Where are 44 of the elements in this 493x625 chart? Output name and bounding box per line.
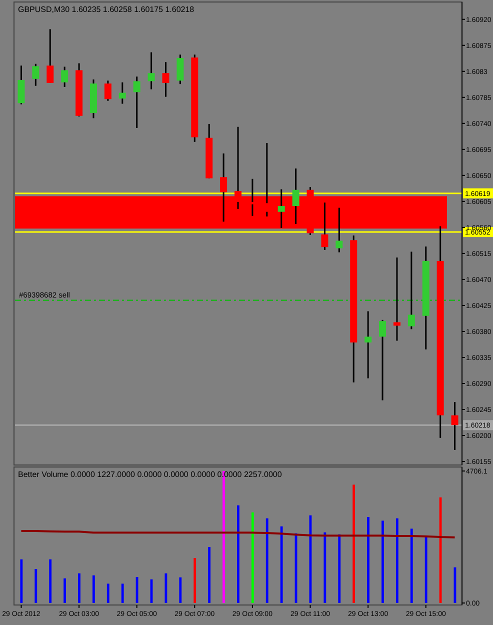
candlestick: [364, 310, 372, 380]
line-series: [20, 530, 456, 538]
bar: [179, 577, 182, 603]
bar: [410, 528, 413, 603]
bar: [78, 573, 80, 603]
candlestick: [162, 61, 170, 98]
candlestick: [393, 256, 400, 342]
bar: [64, 578, 66, 603]
candlestick: [46, 28, 54, 84]
candlestick: [451, 401, 458, 451]
bar: [164, 573, 168, 603]
bar: [382, 520, 384, 603]
candlestick: [118, 82, 126, 104]
bar: [251, 512, 254, 603]
bar: [324, 532, 326, 603]
bar: [20, 559, 23, 603]
bar: [338, 534, 341, 603]
candlestick: [292, 168, 300, 225]
bar: [424, 537, 428, 603]
candlestick: [133, 76, 140, 129]
bar: [237, 505, 240, 603]
bar: [49, 559, 52, 603]
candlestick: [336, 207, 343, 254]
bar: [92, 575, 95, 603]
bar: [280, 526, 283, 603]
chart-title: GBPUSD,M30 1.60235 1.60258 1.60175 1.60218: [18, 5, 195, 14]
bar: [34, 569, 38, 603]
bar: [194, 558, 196, 603]
candlestick: [379, 319, 386, 402]
bar: [396, 518, 398, 603]
candlestick: [408, 250, 415, 330]
candlestick: [61, 66, 68, 88]
bar: [266, 518, 268, 603]
candlestick: [104, 80, 112, 102]
candlestick: [176, 54, 184, 85]
bar: [367, 517, 370, 603]
candlestick: [18, 64, 25, 106]
bar: [352, 484, 356, 603]
bar: [106, 584, 110, 603]
candlestick: [32, 63, 40, 87]
bar: [121, 584, 124, 603]
candlestick: [148, 52, 155, 90]
bar: [208, 546, 210, 603]
candlestick: [278, 188, 285, 229]
